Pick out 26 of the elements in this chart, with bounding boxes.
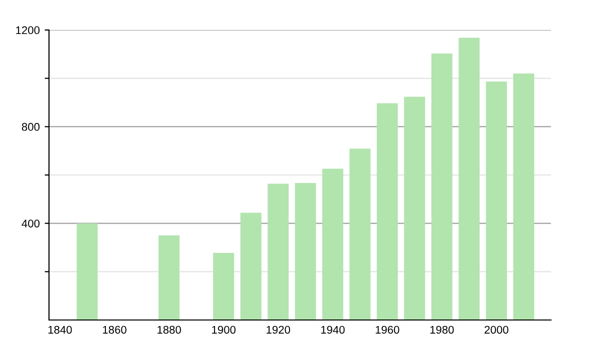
x-tick-label: 1840 <box>48 326 72 334</box>
x-tick-label: 1860 <box>102 326 126 334</box>
x-tick-label: 1940 <box>321 326 345 334</box>
y-tick-label: 800 <box>22 122 40 131</box>
bar <box>376 103 398 320</box>
bar <box>76 223 98 320</box>
bar <box>486 81 507 320</box>
bar <box>240 212 262 320</box>
x-tick-label: 1880 <box>158 326 181 334</box>
bar <box>458 38 480 320</box>
bar <box>158 235 180 320</box>
bar <box>350 148 371 320</box>
x-tick-label: 1920 <box>266 326 290 334</box>
x-tick-label: 1980 <box>430 326 454 334</box>
bar <box>213 252 234 320</box>
bar <box>404 96 426 320</box>
bar <box>513 74 534 320</box>
x-tick-label: 1960 <box>376 326 400 334</box>
x-tick-label: 1900 <box>212 326 236 334</box>
x-tick-label: 2000 <box>484 326 508 334</box>
bar <box>322 168 344 320</box>
y-tick-label: 400 <box>22 220 40 228</box>
bar <box>268 184 289 320</box>
bar <box>294 182 316 320</box>
bar <box>431 53 452 320</box>
y-tick-label: 1200 <box>16 26 40 34</box>
